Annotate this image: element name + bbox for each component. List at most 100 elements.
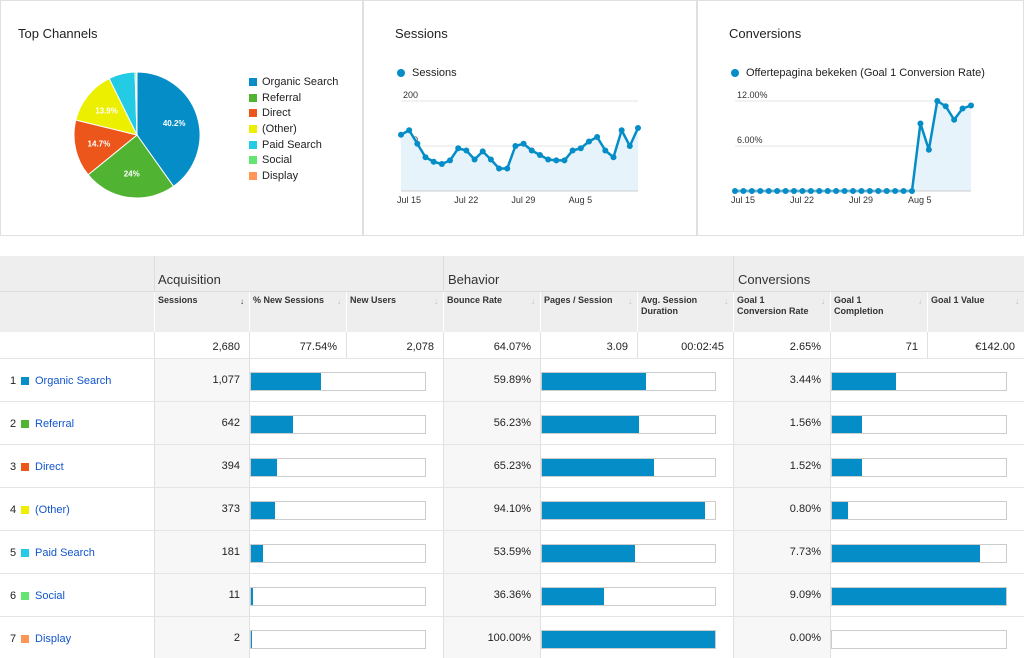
totals-label-cell <box>0 332 154 358</box>
data-point[interactable] <box>504 165 511 172</box>
column-header[interactable]: Goal 1 Value ↓ <box>927 292 1024 332</box>
column-header[interactable]: Pages / Session ↓ <box>540 292 637 332</box>
column-header[interactable]: New Users ↓ <box>346 292 443 332</box>
data-point[interactable] <box>875 188 882 194</box>
data-point[interactable] <box>545 156 552 163</box>
sort-icon[interactable]: ↓ <box>628 297 632 306</box>
data-point[interactable] <box>602 147 609 154</box>
bounce-rate-value: 65.23% <box>443 445 540 488</box>
data-point[interactable] <box>807 188 814 194</box>
data-point[interactable] <box>858 188 865 194</box>
data-point[interactable] <box>610 154 617 161</box>
column-header[interactable]: Sessions ↓ <box>154 292 249 332</box>
data-point[interactable] <box>471 156 478 163</box>
bounce-rate-value: 59.89% <box>443 359 540 402</box>
data-point[interactable] <box>455 145 462 152</box>
sort-icon[interactable]: ↓ <box>918 297 922 306</box>
column-header[interactable]: Avg. Session Duration ↓ <box>637 292 733 332</box>
data-point[interactable] <box>765 188 772 194</box>
data-point[interactable] <box>951 116 958 123</box>
data-point[interactable] <box>748 188 755 194</box>
channel-link[interactable]: Paid Search <box>35 546 95 559</box>
column-header[interactable]: Goal 1 Completion ↓ <box>830 292 927 332</box>
data-point[interactable] <box>479 148 486 155</box>
data-point[interactable] <box>900 188 907 194</box>
sort-icon[interactable]: ↓ <box>821 297 825 306</box>
pie-slice[interactable] <box>87 134 175 199</box>
sort-icon[interactable]: ↓ <box>531 297 535 306</box>
sort-icon[interactable]: ↓ <box>434 297 438 306</box>
data-point[interactable] <box>959 105 966 112</box>
legend-label: Social <box>262 154 292 167</box>
data-point[interactable] <box>774 188 781 194</box>
data-point[interactable] <box>883 188 890 194</box>
column-header[interactable]: % New Sessions ↓ <box>249 292 346 332</box>
data-point[interactable] <box>866 188 873 194</box>
channel-link[interactable]: Social <box>35 589 65 602</box>
data-point[interactable] <box>447 157 454 164</box>
data-point[interactable] <box>782 188 789 194</box>
data-point[interactable] <box>618 127 625 134</box>
data-point[interactable] <box>438 161 445 167</box>
channel-link[interactable]: Display <box>35 632 72 645</box>
table-row: 4 (Other) 373 94.10% 0.80% <box>0 487 1024 531</box>
data-point[interactable] <box>740 188 747 194</box>
data-point[interactable] <box>942 103 949 110</box>
channel-link[interactable]: (Other) <box>35 503 70 516</box>
data-point[interactable] <box>757 188 764 194</box>
y-tick-label: 12.00% <box>737 90 768 100</box>
sort-descending-icon[interactable]: ↓ <box>240 297 244 306</box>
data-point[interactable] <box>626 143 633 149</box>
data-point[interactable] <box>799 188 806 194</box>
data-point[interactable] <box>414 140 421 147</box>
data-point[interactable] <box>585 138 592 145</box>
data-point[interactable] <box>968 102 974 109</box>
data-point[interactable] <box>791 188 797 194</box>
top-channels-pie-chart[interactable]: 40.2% 24% 14.7% 13.9% <box>1 1 364 237</box>
data-point[interactable] <box>569 147 576 154</box>
data-point[interactable] <box>841 188 848 194</box>
channel-link[interactable]: Organic Search <box>35 374 112 387</box>
data-point[interactable] <box>553 157 560 164</box>
bar-fill <box>251 502 276 519</box>
data-point[interactable] <box>520 140 527 147</box>
data-point[interactable] <box>398 131 404 138</box>
pie-slice[interactable] <box>75 77 138 136</box>
column-header[interactable]: Goal 1 Conversion Rate ↓ <box>733 292 830 332</box>
data-point[interactable] <box>850 188 856 194</box>
data-point[interactable] <box>422 154 429 161</box>
data-point[interactable] <box>934 98 941 104</box>
data-point[interactable] <box>430 158 437 165</box>
pie-slice[interactable] <box>73 119 139 176</box>
data-point[interactable] <box>732 188 738 194</box>
data-point[interactable] <box>917 120 924 127</box>
data-point[interactable] <box>487 156 494 163</box>
channel-link[interactable]: Referral <box>35 417 75 430</box>
sort-icon[interactable]: ↓ <box>337 297 341 306</box>
data-point[interactable] <box>833 188 840 194</box>
channel-link[interactable]: Direct <box>35 460 64 473</box>
data-point[interactable] <box>406 127 413 134</box>
data-point[interactable] <box>496 165 503 172</box>
data-point[interactable] <box>463 147 470 154</box>
data-point[interactable] <box>909 188 915 194</box>
pie-slice[interactable] <box>136 71 201 188</box>
data-point[interactable] <box>512 143 519 149</box>
bounce-rate-value: 56.23% <box>443 402 540 445</box>
bar-fill <box>542 545 636 562</box>
data-point[interactable] <box>536 152 543 158</box>
data-point[interactable] <box>577 145 584 152</box>
data-point[interactable] <box>528 147 535 154</box>
data-point[interactable] <box>925 146 932 153</box>
column-header[interactable]: Bounce Rate ↓ <box>443 292 540 332</box>
data-point[interactable] <box>561 157 568 164</box>
data-point[interactable] <box>594 134 601 140</box>
conversions-line-chart[interactable]: 12.00% 6.00% Jul 15 Jul 22 Jul 29 Aug 5 <box>698 1 1024 237</box>
data-point[interactable] <box>892 188 899 194</box>
data-point[interactable] <box>635 125 641 131</box>
sort-icon[interactable]: ↓ <box>1015 297 1019 306</box>
sort-icon[interactable]: ↓ <box>724 297 728 306</box>
data-point[interactable] <box>824 188 831 194</box>
data-point[interactable] <box>816 188 823 194</box>
